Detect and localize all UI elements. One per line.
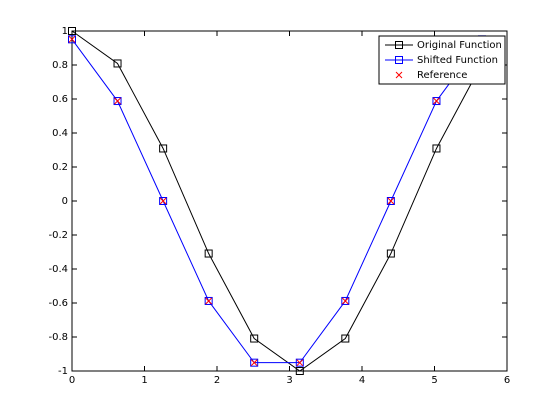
marker [341, 334, 350, 343]
marker [113, 97, 122, 106]
marker [159, 144, 168, 153]
y-tick-label: -0.2 [48, 230, 68, 241]
legend: Original Function Shifted Function Referen… [378, 35, 506, 85]
x-tick-label: 6 [504, 375, 510, 386]
marker [341, 296, 350, 305]
y-tick-label: 0.8 [52, 60, 68, 71]
marker [159, 197, 168, 205]
marker [68, 35, 76, 43]
marker [204, 296, 213, 305]
marker [295, 367, 304, 375]
marker [68, 35, 76, 44]
marker [114, 97, 121, 105]
marker [250, 334, 259, 343]
y-tick-label: 0.6 [52, 94, 68, 105]
marker [432, 144, 441, 153]
y-tick-label: 0.4 [52, 128, 68, 139]
marker [295, 358, 304, 367]
marker [250, 359, 258, 367]
x-tick-label: 0 [69, 375, 75, 386]
series-line [71, 30, 483, 372]
marker [432, 97, 441, 106]
marker [204, 249, 213, 258]
x-tick-label: 3 [286, 375, 292, 386]
marker [250, 358, 259, 367]
y-tick-label: -1 [58, 366, 68, 377]
marker [205, 297, 213, 305]
marker [386, 249, 395, 258]
legend-label: Shifted Function [417, 55, 498, 66]
marker [386, 197, 395, 205]
marker [341, 297, 349, 305]
marker [433, 97, 440, 105]
marker [387, 197, 395, 205]
series-line [71, 39, 483, 364]
x-tick-label: 1 [141, 375, 147, 386]
marker [395, 71, 403, 79]
legend-label: Original Function [417, 40, 502, 51]
marker [395, 41, 403, 49]
y-tick-label: -0.8 [48, 332, 68, 343]
x-tick-label: 2 [214, 375, 220, 386]
y-tick-label: -0.4 [48, 264, 68, 275]
marker [296, 359, 304, 367]
y-tick-label: 0 [62, 196, 68, 207]
marker [159, 197, 167, 205]
marker [395, 56, 403, 64]
x-tick-label: 4 [359, 375, 365, 386]
legend-label: Reference [417, 70, 467, 81]
y-tick-label: 0.2 [52, 162, 68, 173]
y-tick-label: -0.6 [48, 298, 68, 309]
y-tick-label: 1 [62, 26, 68, 37]
plot-area [71, 30, 508, 372]
x-tick-label: 5 [431, 375, 437, 386]
marker [113, 59, 122, 68]
marker [68, 27, 76, 35]
